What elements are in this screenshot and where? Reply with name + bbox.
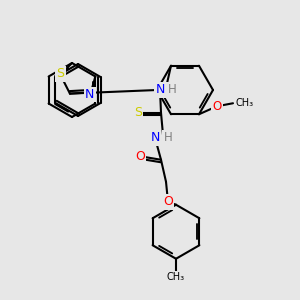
Text: N: N <box>85 88 94 101</box>
Text: O: O <box>212 100 222 113</box>
Text: H: H <box>164 131 172 144</box>
Text: O: O <box>135 150 145 163</box>
Text: H: H <box>168 83 176 96</box>
Text: CH₃: CH₃ <box>235 98 253 108</box>
Text: N: N <box>155 83 165 96</box>
Text: CH₃: CH₃ <box>167 272 185 282</box>
Text: N: N <box>150 131 160 144</box>
Text: S: S <box>134 106 142 119</box>
Text: S: S <box>56 68 64 80</box>
Text: O: O <box>163 195 173 208</box>
